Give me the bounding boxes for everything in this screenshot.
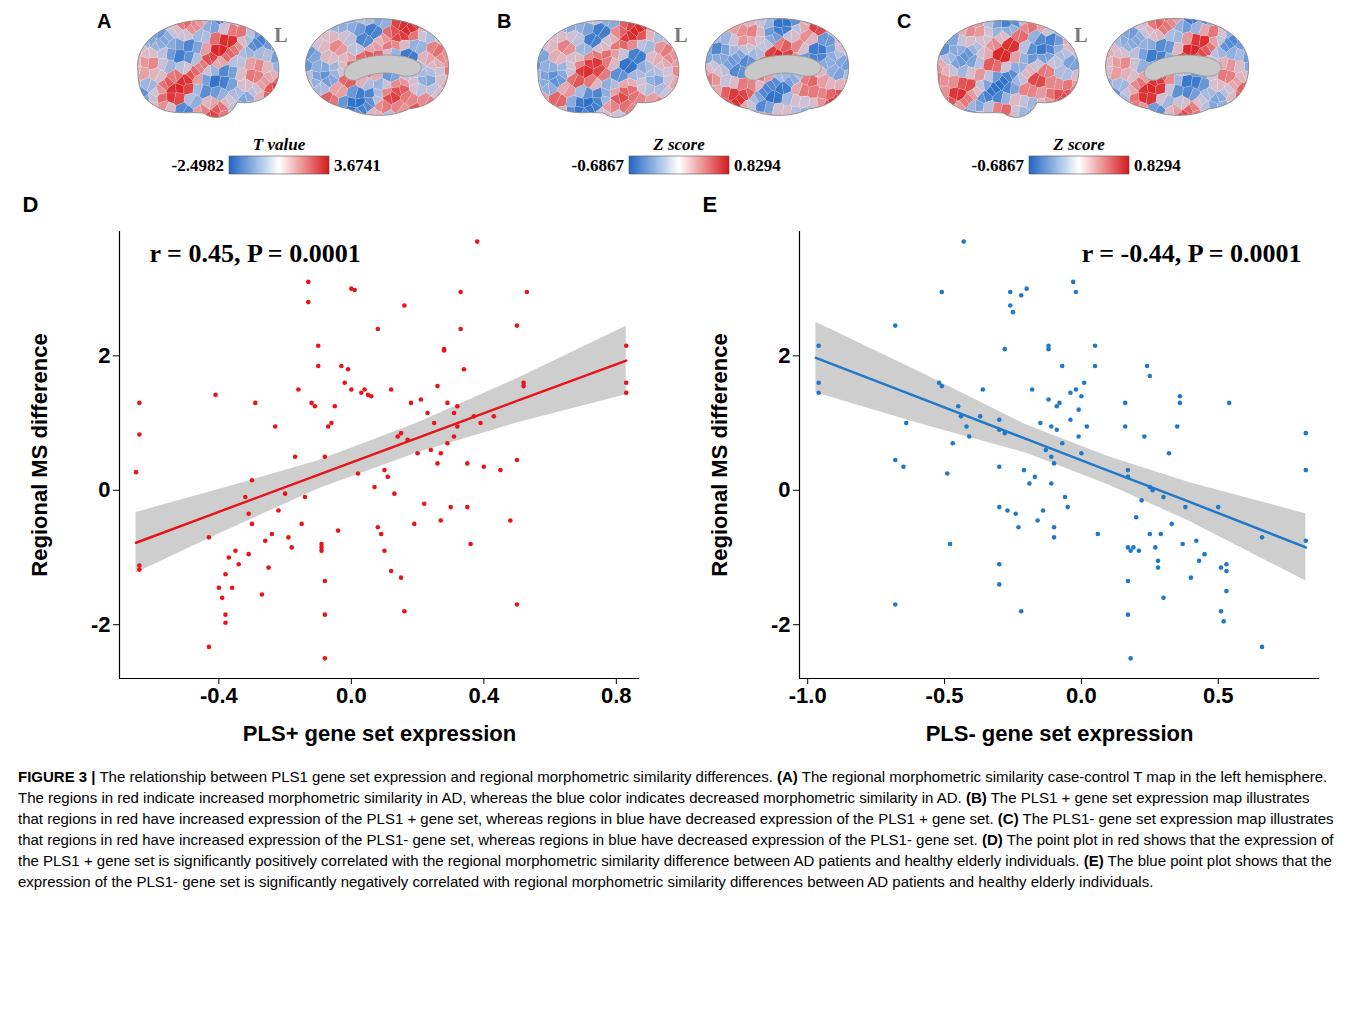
svg-text:0.5: 0.5 xyxy=(1202,683,1233,708)
svg-text:3.6741: 3.6741 xyxy=(334,156,381,175)
svg-text:T value: T value xyxy=(252,135,305,154)
svg-text:Regional MS difference: Regional MS difference xyxy=(707,333,732,576)
html-text:FIGURE 3 | The relationship be: FIGURE 3 | The relationship between PLS1… xyxy=(18,768,1334,890)
svg-text:0.0: 0.0 xyxy=(1066,683,1097,708)
svg-text:B: B xyxy=(497,10,511,32)
svg-text:-0.6867: -0.6867 xyxy=(571,156,624,175)
svg-text:Z score: Z score xyxy=(1052,135,1105,154)
svg-text:L: L xyxy=(1074,24,1087,46)
svg-text:0.8: 0.8 xyxy=(601,683,632,708)
svg-text:0.8294: 0.8294 xyxy=(1134,156,1181,175)
svg-text:PLS- gene set expression: PLS- gene set expression xyxy=(925,721,1193,746)
svg-text:Regional MS difference: Regional MS difference xyxy=(27,333,52,576)
svg-text:2: 2 xyxy=(778,343,790,368)
svg-text:-2: -2 xyxy=(770,612,790,637)
svg-text:C: C xyxy=(897,10,911,32)
svg-text:r = -0.44, P = 0.0001: r = -0.44, P = 0.0001 xyxy=(1081,239,1301,268)
svg-text:-2.4982: -2.4982 xyxy=(171,156,223,175)
svg-text:L: L xyxy=(274,24,287,46)
html-text:E: E xyxy=(702,192,718,217)
svg-text:A: A xyxy=(97,10,111,32)
svg-text:2: 2 xyxy=(98,343,110,368)
svg-text:Z score: Z score xyxy=(652,135,705,154)
svg-text:0: 0 xyxy=(98,477,110,502)
svg-text:-0.4: -0.4 xyxy=(199,683,238,708)
html-text:D: D xyxy=(22,192,39,217)
svg-text:0.0: 0.0 xyxy=(336,683,367,708)
svg-text:-1.0: -1.0 xyxy=(788,683,826,708)
svg-text:-2: -2 xyxy=(90,612,110,637)
svg-text:0.4: 0.4 xyxy=(468,683,499,708)
svg-text:0: 0 xyxy=(778,477,790,502)
svg-text:r = 0.45, P = 0.0001: r = 0.45, P = 0.0001 xyxy=(149,239,360,268)
svg-text:PLS+ gene set expression: PLS+ gene set expression xyxy=(242,721,515,746)
svg-text:L: L xyxy=(674,24,687,46)
svg-text:0.8294: 0.8294 xyxy=(734,156,781,175)
svg-text:-0.5: -0.5 xyxy=(925,683,963,708)
svg-text:-0.6867: -0.6867 xyxy=(971,156,1024,175)
